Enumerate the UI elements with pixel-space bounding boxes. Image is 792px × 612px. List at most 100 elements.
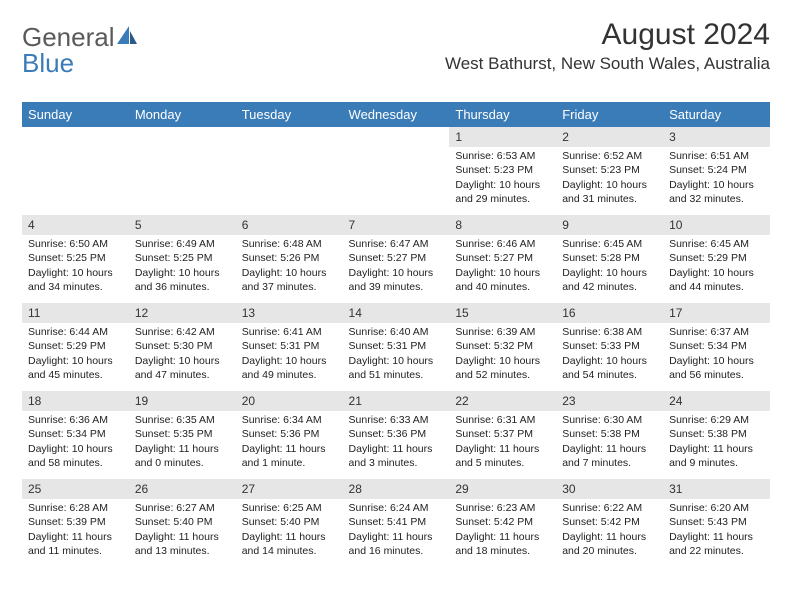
sunrise-line: Sunrise: 6:33 AM [349,413,444,427]
sunset-line: Sunset: 5:26 PM [242,251,337,265]
calendar-day-cell: 2Sunrise: 6:52 AMSunset: 5:23 PMDaylight… [556,127,663,215]
day-details: Sunrise: 6:34 AMSunset: 5:36 PMDaylight:… [236,411,343,474]
sunrise-line: Sunrise: 6:49 AM [135,237,230,251]
day-details: Sunrise: 6:47 AMSunset: 5:27 PMDaylight:… [343,235,450,298]
day-number: 27 [236,479,343,499]
daylight-line: Daylight: 10 hours and 47 minutes. [135,354,230,382]
sunrise-line: Sunrise: 6:34 AM [242,413,337,427]
daylight-line: Daylight: 10 hours and 58 minutes. [28,442,123,470]
daylight-line: Daylight: 11 hours and 9 minutes. [669,442,764,470]
sunset-line: Sunset: 5:36 PM [242,427,337,441]
calendar-day-cell [22,127,129,215]
day-details: Sunrise: 6:20 AMSunset: 5:43 PMDaylight:… [663,499,770,562]
day-number: 3 [663,127,770,147]
sunset-line: Sunset: 5:38 PM [562,427,657,441]
sunset-line: Sunset: 5:38 PM [669,427,764,441]
day-number: 31 [663,479,770,499]
daylight-line: Daylight: 10 hours and 32 minutes. [669,178,764,206]
day-details: Sunrise: 6:40 AMSunset: 5:31 PMDaylight:… [343,323,450,386]
title-block: August 2024 West Bathurst, New South Wal… [445,18,770,74]
sunset-line: Sunset: 5:30 PM [135,339,230,353]
daylight-line: Daylight: 10 hours and 29 minutes. [455,178,550,206]
sunrise-line: Sunrise: 6:48 AM [242,237,337,251]
calendar-day-cell [129,127,236,215]
day-number: 5 [129,215,236,235]
logo-sail-icon [115,24,139,46]
day-number: 7 [343,215,450,235]
sunset-line: Sunset: 5:43 PM [669,515,764,529]
sunset-line: Sunset: 5:33 PM [562,339,657,353]
calendar-header-row: SundayMondayTuesdayWednesdayThursdayFrid… [22,102,770,127]
day-number: 22 [449,391,556,411]
sunrise-line: Sunrise: 6:38 AM [562,325,657,339]
calendar-day-cell: 5Sunrise: 6:49 AMSunset: 5:25 PMDaylight… [129,215,236,303]
day-number: 11 [22,303,129,323]
sunset-line: Sunset: 5:37 PM [455,427,550,441]
sunset-line: Sunset: 5:23 PM [562,163,657,177]
day-number: 17 [663,303,770,323]
day-number: 23 [556,391,663,411]
location-subtitle: West Bathurst, New South Wales, Australi… [445,54,770,74]
calendar-day-cell [343,127,450,215]
day-number: 30 [556,479,663,499]
day-number: 4 [22,215,129,235]
daylight-line: Daylight: 10 hours and 36 minutes. [135,266,230,294]
daylight-line: Daylight: 10 hours and 39 minutes. [349,266,444,294]
sunrise-line: Sunrise: 6:31 AM [455,413,550,427]
day-details: Sunrise: 6:25 AMSunset: 5:40 PMDaylight:… [236,499,343,562]
day-number: 15 [449,303,556,323]
sunset-line: Sunset: 5:25 PM [135,251,230,265]
day-number: 25 [22,479,129,499]
daylight-line: Daylight: 11 hours and 11 minutes. [28,530,123,558]
calendar-day-cell: 26Sunrise: 6:27 AMSunset: 5:40 PMDayligh… [129,479,236,567]
day-number: 29 [449,479,556,499]
day-number: 2 [556,127,663,147]
day-number: 6 [236,215,343,235]
calendar-day-cell: 10Sunrise: 6:45 AMSunset: 5:29 PMDayligh… [663,215,770,303]
sunrise-line: Sunrise: 6:35 AM [135,413,230,427]
sunrise-line: Sunrise: 6:40 AM [349,325,444,339]
day-details: Sunrise: 6:27 AMSunset: 5:40 PMDaylight:… [129,499,236,562]
daylight-line: Daylight: 10 hours and 49 minutes. [242,354,337,382]
calendar-day-cell: 20Sunrise: 6:34 AMSunset: 5:36 PMDayligh… [236,391,343,479]
day-details: Sunrise: 6:30 AMSunset: 5:38 PMDaylight:… [556,411,663,474]
sunrise-line: Sunrise: 6:52 AM [562,149,657,163]
weekday-header: Monday [129,102,236,127]
day-number: 24 [663,391,770,411]
sunset-line: Sunset: 5:31 PM [349,339,444,353]
day-details: Sunrise: 6:49 AMSunset: 5:25 PMDaylight:… [129,235,236,298]
calendar-day-cell: 29Sunrise: 6:23 AMSunset: 5:42 PMDayligh… [449,479,556,567]
day-number: 21 [343,391,450,411]
sunrise-line: Sunrise: 6:45 AM [669,237,764,251]
sunrise-line: Sunrise: 6:53 AM [455,149,550,163]
calendar-day-cell: 28Sunrise: 6:24 AMSunset: 5:41 PMDayligh… [343,479,450,567]
day-number: 8 [449,215,556,235]
day-details: Sunrise: 6:48 AMSunset: 5:26 PMDaylight:… [236,235,343,298]
day-number: 26 [129,479,236,499]
day-details: Sunrise: 6:46 AMSunset: 5:27 PMDaylight:… [449,235,556,298]
sunset-line: Sunset: 5:34 PM [669,339,764,353]
day-details: Sunrise: 6:45 AMSunset: 5:28 PMDaylight:… [556,235,663,298]
calendar-day-cell: 8Sunrise: 6:46 AMSunset: 5:27 PMDaylight… [449,215,556,303]
day-number: 9 [556,215,663,235]
calendar-day-cell: 17Sunrise: 6:37 AMSunset: 5:34 PMDayligh… [663,303,770,391]
sunrise-line: Sunrise: 6:42 AM [135,325,230,339]
daylight-line: Daylight: 11 hours and 5 minutes. [455,442,550,470]
day-details: Sunrise: 6:51 AMSunset: 5:24 PMDaylight:… [663,147,770,210]
sunrise-line: Sunrise: 6:24 AM [349,501,444,515]
sunrise-line: Sunrise: 6:51 AM [669,149,764,163]
day-details: Sunrise: 6:35 AMSunset: 5:35 PMDaylight:… [129,411,236,474]
day-details: Sunrise: 6:53 AMSunset: 5:23 PMDaylight:… [449,147,556,210]
daylight-line: Daylight: 11 hours and 22 minutes. [669,530,764,558]
calendar-day-cell: 15Sunrise: 6:39 AMSunset: 5:32 PMDayligh… [449,303,556,391]
weekday-header: Wednesday [343,102,450,127]
calendar-day-cell: 14Sunrise: 6:40 AMSunset: 5:31 PMDayligh… [343,303,450,391]
calendar-day-cell: 30Sunrise: 6:22 AMSunset: 5:42 PMDayligh… [556,479,663,567]
sunrise-line: Sunrise: 6:30 AM [562,413,657,427]
calendar-week-row: 18Sunrise: 6:36 AMSunset: 5:34 PMDayligh… [22,391,770,479]
sunrise-line: Sunrise: 6:23 AM [455,501,550,515]
day-number: 10 [663,215,770,235]
calendar-week-row: 4Sunrise: 6:50 AMSunset: 5:25 PMDaylight… [22,215,770,303]
sunset-line: Sunset: 5:36 PM [349,427,444,441]
day-details: Sunrise: 6:28 AMSunset: 5:39 PMDaylight:… [22,499,129,562]
